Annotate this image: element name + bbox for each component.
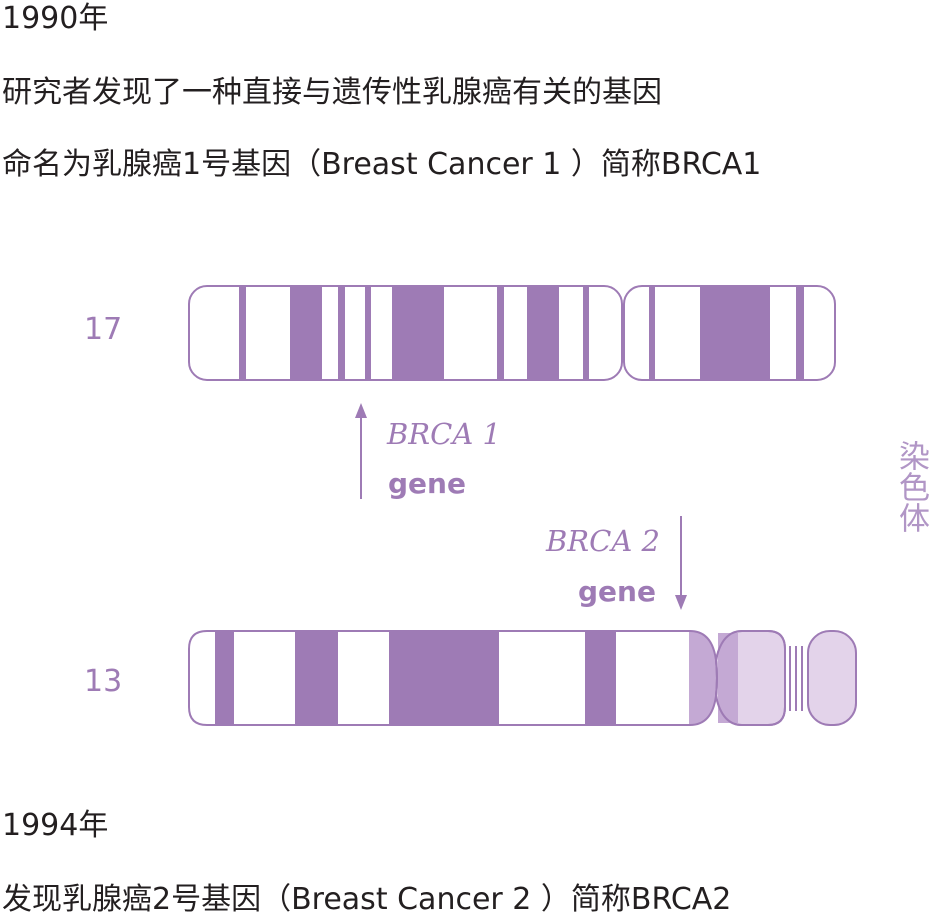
brca1-gene-word: gene: [388, 467, 466, 500]
chromosome-17-label: 17: [84, 312, 123, 347]
chromosome-band: [392, 286, 444, 380]
chromosome-17: [188, 285, 836, 381]
brca2-gene-word: gene: [578, 575, 656, 608]
chromosome-band: [585, 631, 616, 725]
year-1994: 1994年: [2, 808, 109, 843]
chromosome-band: [718, 633, 738, 723]
chromosome-band: [689, 631, 717, 725]
satellite-stalk: [789, 646, 803, 711]
year-1990: 1990年: [2, 1, 109, 36]
chromosome-17-short-arm: [623, 285, 836, 381]
chromosome-band: [700, 286, 770, 380]
brca1-naming-text: 命名为乳腺癌1号基因（Breast Cancer 1 ）简称BRCA1: [2, 147, 762, 182]
chromosome-13: [188, 630, 857, 726]
chromosome-13-satellite: [807, 630, 857, 726]
brca2-gene-name: BRCA 2: [546, 524, 660, 558]
chromosome-side-label: 染色体: [893, 440, 929, 533]
chromosome-band: [389, 631, 499, 725]
chromosome-band: [583, 286, 589, 380]
chromosome-band: [796, 286, 804, 380]
chromosome-17-long-arm: [188, 285, 623, 381]
chromosome-band: [527, 286, 559, 380]
chromosome-band: [365, 286, 371, 380]
chromosome-band: [649, 286, 655, 380]
chromosome-band: [338, 286, 345, 380]
chromosome-band: [290, 286, 322, 380]
chromosome-13-label: 13: [84, 664, 123, 699]
brca1-up-arrow: [355, 403, 367, 499]
brca2-naming-text: 发现乳腺癌2号基因（Breast Cancer 2 ）简称BRCA2: [2, 882, 732, 917]
discovery-text: 研究者发现了一种直接与遗传性乳腺癌有关的基因: [2, 75, 662, 110]
chromosome-band: [215, 631, 234, 725]
brca2-down-arrow: [675, 516, 687, 610]
brca1-gene-name: BRCA 1: [387, 417, 501, 451]
chromosome-band: [295, 631, 338, 725]
chromosome-band: [497, 286, 504, 380]
chromosome-band: [239, 286, 246, 380]
chromosome-13-long-arm: [188, 630, 718, 726]
